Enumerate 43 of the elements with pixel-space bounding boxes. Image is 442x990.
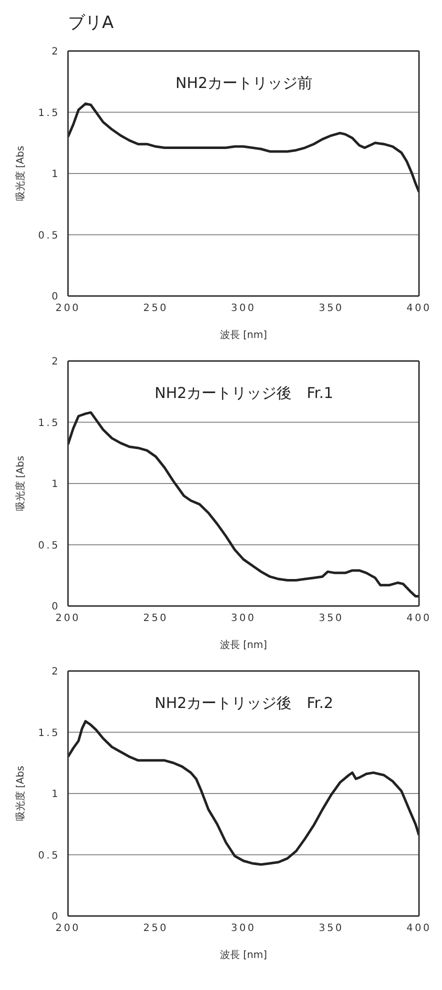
line-series	[68, 411, 419, 598]
y-tick-label: 1	[52, 479, 60, 490]
x-tick-label: 350	[318, 613, 344, 624]
x-tick-label: 300	[230, 923, 256, 934]
y-tick-label: 1.5	[38, 728, 60, 739]
x-tick-label: 400	[406, 923, 432, 934]
x-tick-label: 350	[318, 303, 344, 314]
x-tick-label: 400	[406, 613, 432, 624]
x-tick-label: 200	[55, 923, 81, 934]
y-tick-label: 0.5	[38, 230, 60, 242]
x-tick-label: 300	[230, 613, 256, 624]
x-tick-label: 200	[55, 613, 81, 624]
y-tick-label: 0	[52, 912, 60, 923]
y-axis-title: 吸光度 [Abs	[14, 456, 27, 512]
y-axis-title: 吸光度 [Abs	[14, 146, 27, 202]
x-tick-label: 250	[143, 613, 168, 624]
y-tick-label: 2	[52, 356, 60, 368]
x-tick-label: 350	[318, 923, 344, 934]
x-axis-title: 波長 [nm]	[220, 639, 268, 651]
x-axis-title: 波長 [nm]	[220, 949, 268, 961]
y-tick-label: 0.5	[38, 540, 60, 552]
x-axis-title: 波長 [nm]	[220, 329, 268, 341]
y-axis-title: 吸光度 [Abs	[14, 766, 27, 822]
x-tick-label: 400	[406, 303, 432, 314]
y-tick-label: 1	[52, 789, 60, 800]
y-tick-label: 1.5	[38, 418, 60, 429]
y-tick-label: 2	[52, 46, 60, 58]
y-tick-label: 1	[52, 169, 60, 180]
x-tick-label: 250	[143, 923, 168, 934]
text: NH2カートリッジ後 Fr.1	[154, 384, 334, 403]
text: NH2カートリッジ前	[174, 74, 314, 93]
line-series	[68, 720, 419, 866]
text: NH2カートリッジ後 Fr.2	[154, 694, 334, 713]
y-tick-label: 1.5	[38, 108, 60, 119]
x-tick-label: 200	[55, 303, 81, 314]
x-tick-label: 300	[230, 303, 256, 314]
y-tick-label: 0	[52, 602, 60, 613]
line-series	[68, 102, 419, 194]
chart-title: ブリA	[67, 12, 115, 35]
y-tick-label: 0	[52, 292, 60, 303]
y-tick-label: 2	[52, 666, 60, 678]
x-tick-label: 250	[143, 303, 168, 314]
y-tick-label: 0.5	[38, 850, 60, 862]
